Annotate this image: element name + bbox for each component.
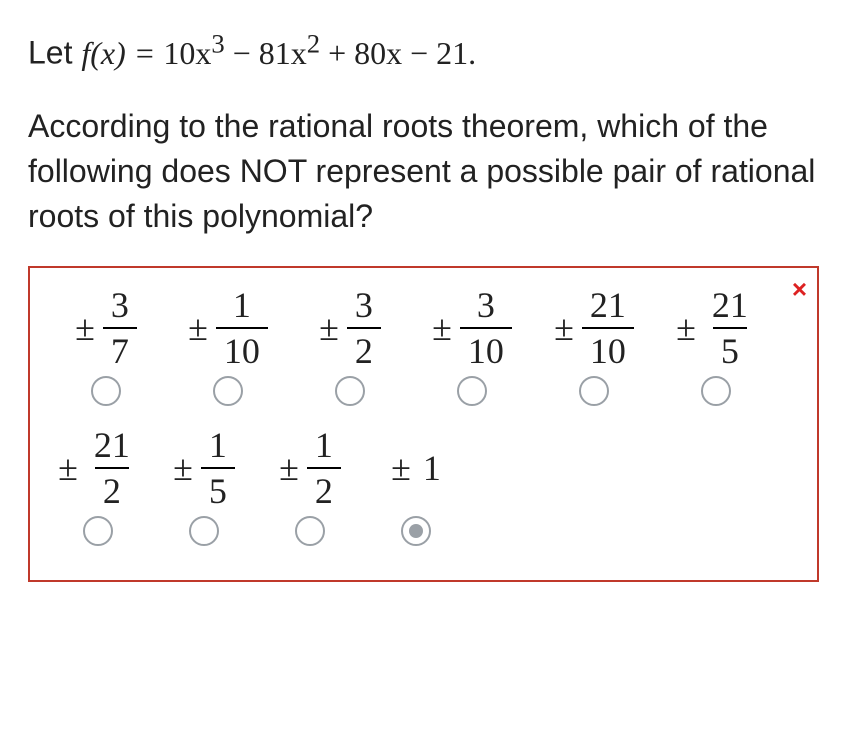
plus-minus-symbol: ± xyxy=(391,447,419,489)
option-expression: ±2110 xyxy=(554,286,634,370)
plus-minus-symbol: ± xyxy=(319,307,347,349)
fraction-denominator: 5 xyxy=(713,327,747,369)
function-expression: f(x) = 10x3 − 81x2 + 80x − 21. xyxy=(81,35,476,71)
plus-minus-symbol: ± xyxy=(75,307,103,349)
fraction-denominator: 2 xyxy=(95,467,129,509)
answer-option: ±1 xyxy=(364,426,468,546)
plus-minus-symbol: ± xyxy=(279,447,307,489)
option-radio[interactable] xyxy=(83,516,113,546)
answer-option: ±310 xyxy=(412,286,532,406)
fraction: 310 xyxy=(460,287,512,369)
fraction: 110 xyxy=(216,287,268,369)
options-row-1: ±37±110±32±310±2110±215 xyxy=(46,286,801,406)
answer-option: ±12 xyxy=(258,426,362,546)
option-radio[interactable] xyxy=(335,376,365,406)
option-radio[interactable] xyxy=(701,376,731,406)
fraction: 2110 xyxy=(582,287,634,369)
answer-option: ±37 xyxy=(46,286,166,406)
answer-option: ±110 xyxy=(168,286,288,406)
answer-option: ±212 xyxy=(46,426,150,546)
fraction: 32 xyxy=(347,287,381,369)
fraction-numerator: 3 xyxy=(469,287,503,327)
option-expression: ±215 xyxy=(676,286,756,370)
answer-option: ±2110 xyxy=(534,286,654,406)
option-radio[interactable] xyxy=(189,516,219,546)
fraction: 37 xyxy=(103,287,137,369)
fraction-denominator: 10 xyxy=(460,327,512,369)
option-expression: ±37 xyxy=(75,286,137,370)
option-radio[interactable] xyxy=(579,376,609,406)
answer-option: ±215 xyxy=(656,286,776,406)
option-radio[interactable] xyxy=(457,376,487,406)
plus-minus-symbol: ± xyxy=(188,307,216,349)
fraction-numerator: 21 xyxy=(86,427,138,467)
fraction-numerator: 21 xyxy=(704,287,756,327)
option-expression: ±32 xyxy=(319,286,381,370)
plus-minus-symbol: ± xyxy=(676,307,704,349)
fraction-denominator: 10 xyxy=(216,327,268,369)
option-radio[interactable] xyxy=(295,516,325,546)
fraction-numerator: 1 xyxy=(225,287,259,327)
close-icon[interactable]: × xyxy=(792,276,807,302)
option-expression: ±310 xyxy=(432,286,512,370)
answer-choices-box: × ±37±110±32±310±2110±215 ±212±15±12±1 xyxy=(28,266,819,582)
option-expression: ±15 xyxy=(173,426,235,510)
answer-option: ±15 xyxy=(152,426,256,546)
answer-option: ±32 xyxy=(290,286,410,406)
plus-minus-symbol: ± xyxy=(554,307,582,349)
option-expression: ±212 xyxy=(58,426,138,510)
option-expression: ±110 xyxy=(188,286,268,370)
fraction-denominator: 2 xyxy=(347,327,381,369)
fraction-denominator: 2 xyxy=(307,467,341,509)
fraction-numerator: 1 xyxy=(307,427,341,467)
option-expression: ±1 xyxy=(391,426,441,510)
fraction-denominator: 7 xyxy=(103,327,137,369)
fraction-numerator: 1 xyxy=(201,427,235,467)
option-whole-value: 1 xyxy=(419,447,441,489)
fraction-numerator: 3 xyxy=(103,287,137,327)
fraction-numerator: 3 xyxy=(347,287,381,327)
option-radio[interactable] xyxy=(401,516,431,546)
fraction-denominator: 5 xyxy=(201,467,235,509)
fraction: 215 xyxy=(704,287,756,369)
plus-minus-symbol: ± xyxy=(58,447,86,489)
option-radio[interactable] xyxy=(91,376,121,406)
fraction: 15 xyxy=(201,427,235,509)
plus-minus-symbol: ± xyxy=(173,447,201,489)
fraction-numerator: 21 xyxy=(582,287,634,327)
question-text: According to the rational roots theorem,… xyxy=(28,104,819,238)
fraction: 212 xyxy=(86,427,138,509)
intro-prefix: Let xyxy=(28,35,81,71)
fraction: 12 xyxy=(307,427,341,509)
fraction-denominator: 10 xyxy=(582,327,634,369)
options-row-2: ±212±15±12±1 xyxy=(46,426,801,546)
option-expression: ±12 xyxy=(279,426,341,510)
option-radio[interactable] xyxy=(213,376,243,406)
plus-minus-symbol: ± xyxy=(432,307,460,349)
question-intro: Let f(x) = 10x3 − 81x2 + 80x − 21. xyxy=(28,24,819,76)
